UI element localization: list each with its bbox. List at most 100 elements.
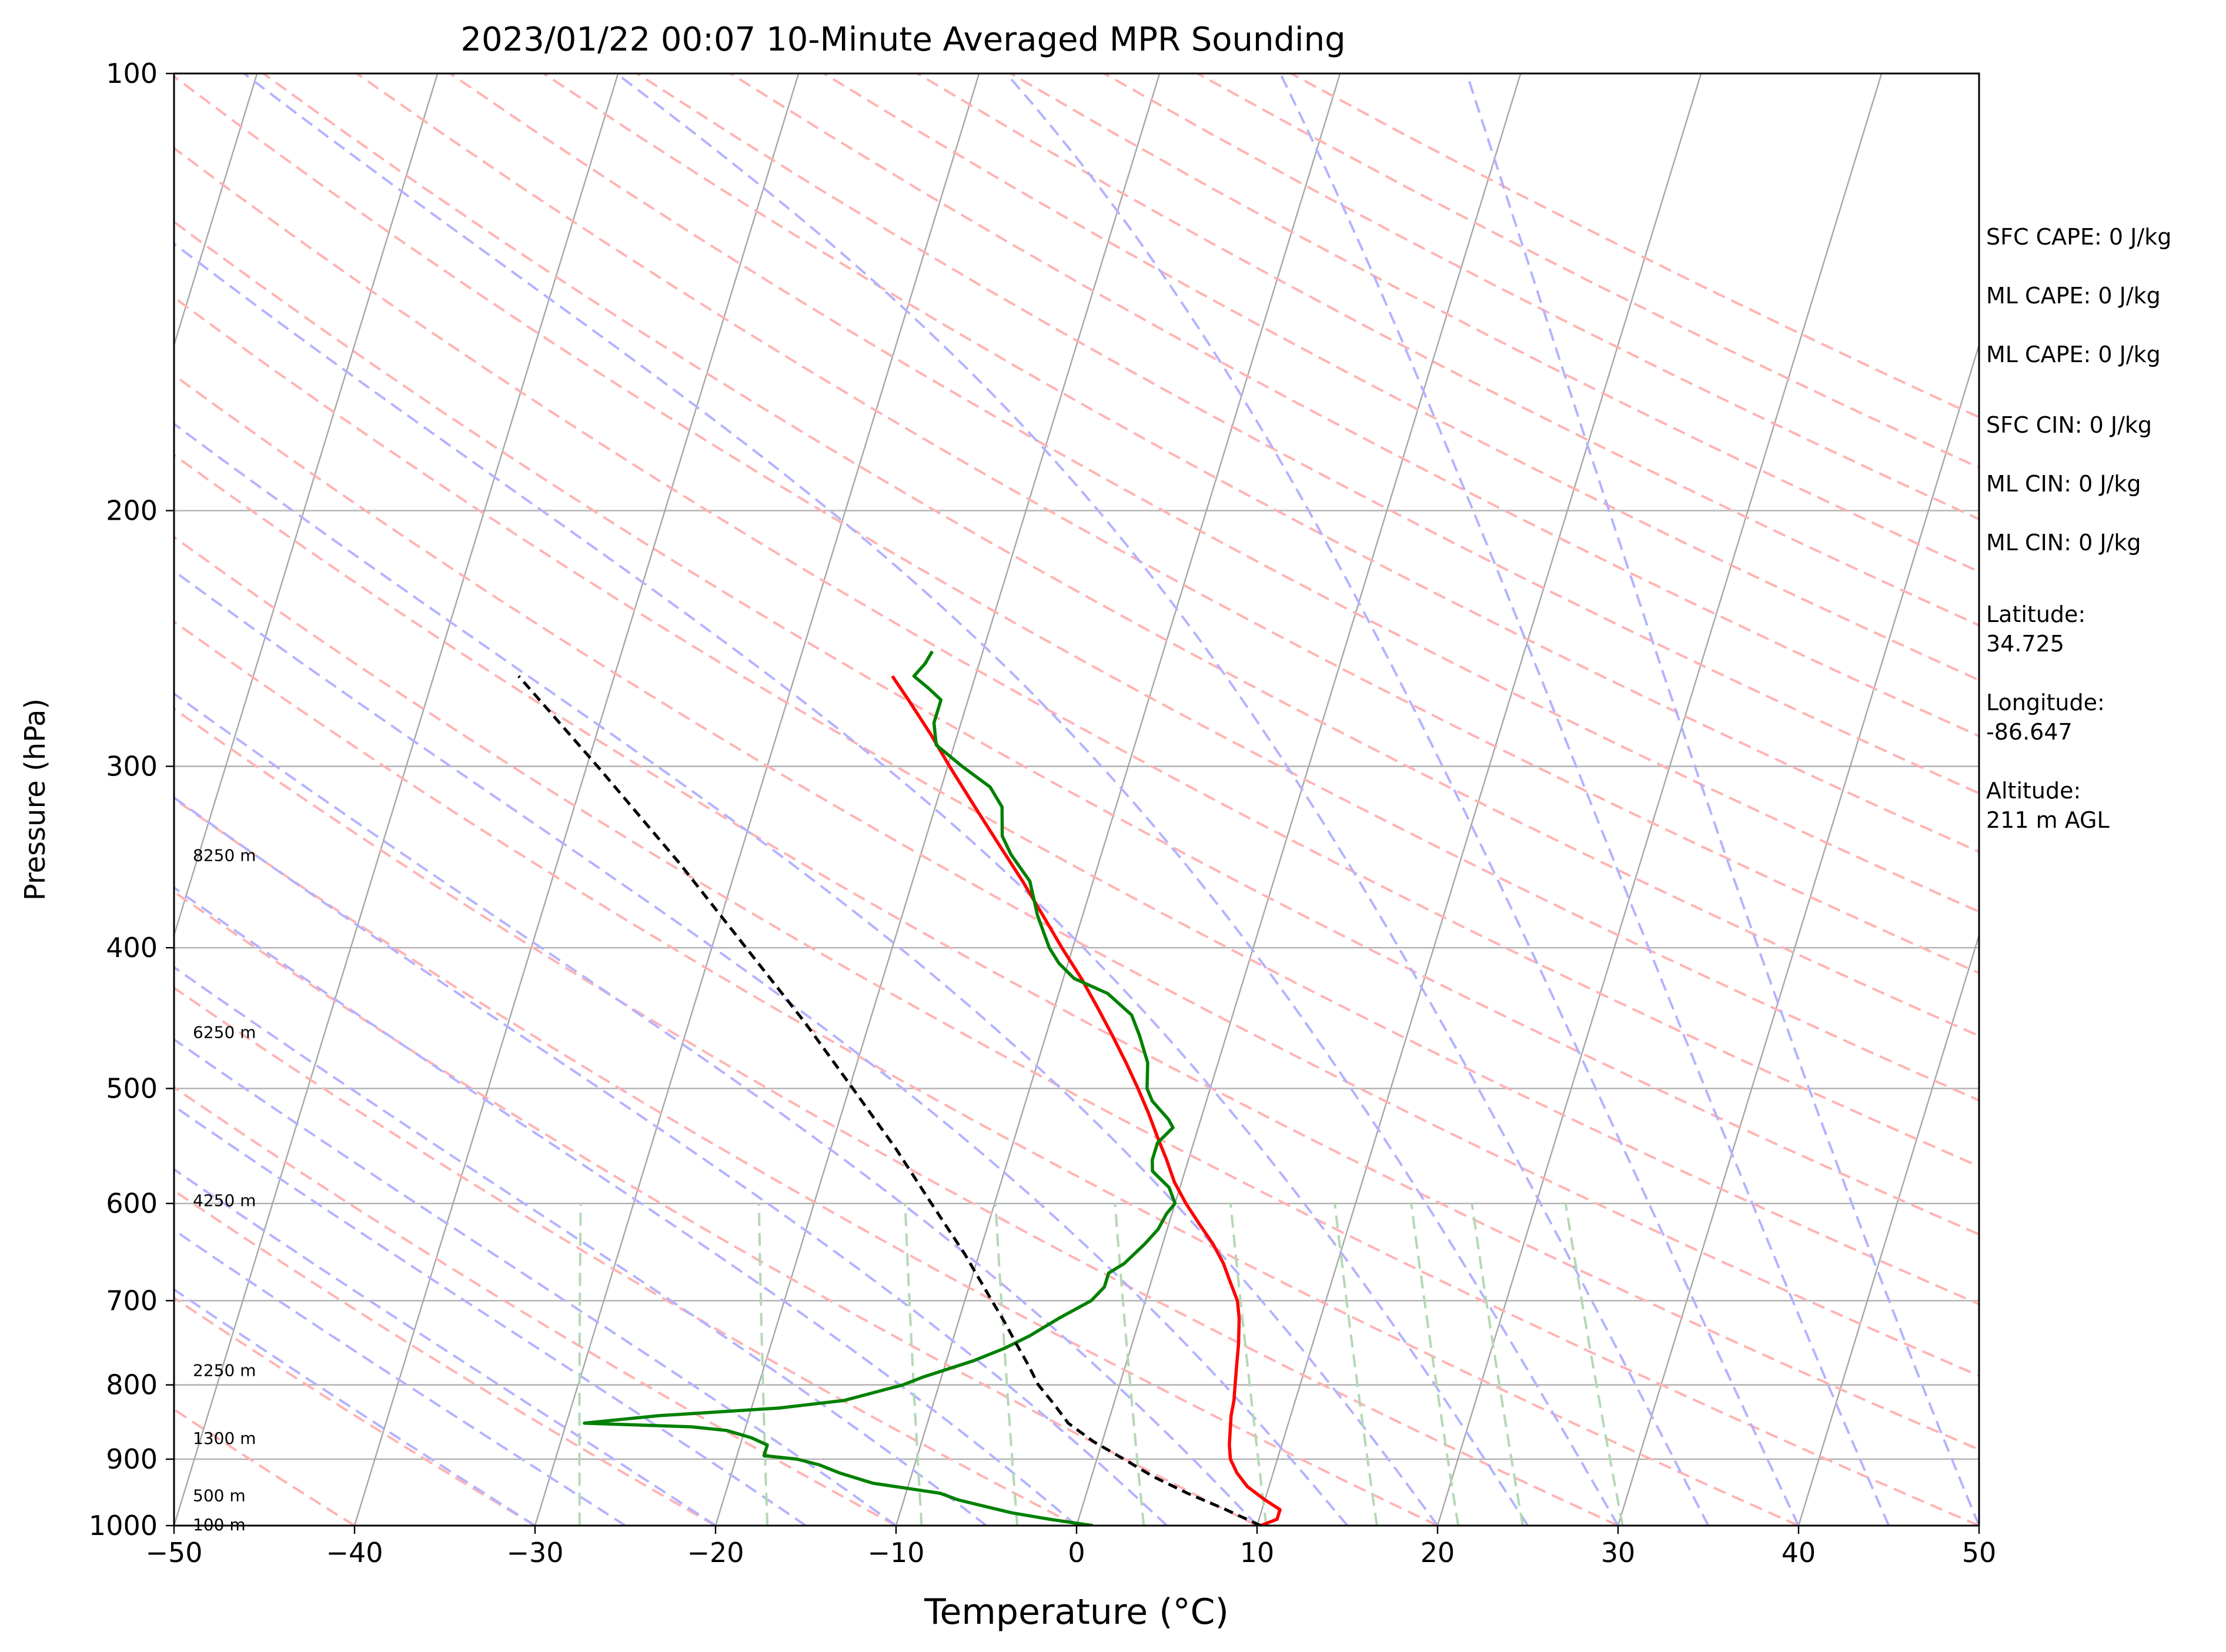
dry-adiabat-line bbox=[356, 73, 1979, 975]
isotherm-line bbox=[895, 73, 1341, 1526]
info-line: ML CAPE: 0 J/kg bbox=[1986, 283, 2161, 309]
info-panel: SFC CAPE: 0 J/kg ML CAPE: 0 J/kg ML CAPE: … bbox=[1986, 224, 2171, 833]
dry-adiabat-line bbox=[174, 707, 1619, 1526]
height-label: 6250 m bbox=[193, 1022, 256, 1042]
moist-adiabat-line bbox=[174, 692, 1258, 1526]
moist-adiabat-line bbox=[174, 965, 987, 1526]
isotherm-line bbox=[1075, 73, 1522, 1526]
isotherm-line bbox=[174, 73, 258, 347]
data-lines bbox=[517, 650, 1282, 1526]
info-line: 211 m AGL bbox=[1986, 807, 2110, 833]
moist-adiabat-line bbox=[174, 1105, 807, 1526]
moist-adiabat-line bbox=[174, 1168, 717, 1526]
y-tick-label: 400 bbox=[106, 932, 158, 964]
dry-adiabat-line bbox=[174, 986, 1077, 1526]
mixing-ratio-line bbox=[1114, 1203, 1145, 1526]
dry-adiabat-line bbox=[543, 73, 1979, 854]
height-labels: 100 m 500 m 1300 m 2250 m 4250 m 6250 m 8250 m bbox=[193, 846, 256, 1534]
info-line: ML CAPE: 0 J/kg bbox=[1986, 342, 2161, 367]
x-tick-label: −30 bbox=[506, 1537, 563, 1569]
height-label: 2250 m bbox=[193, 1361, 256, 1380]
chart-title: 2023/01/22 00:07 10-Minute Averaged MPR … bbox=[460, 21, 1345, 59]
y-tick-label: 600 bbox=[106, 1188, 158, 1219]
moist-adiabat-line bbox=[1279, 73, 1890, 1526]
x-tick-label: 30 bbox=[1601, 1537, 1636, 1569]
info-line: Altitude: bbox=[1986, 778, 2081, 804]
isotherm-line bbox=[174, 73, 619, 1526]
height-label: 4250 m bbox=[193, 1190, 256, 1210]
x-tick-label: −50 bbox=[145, 1537, 202, 1569]
moist-adiabat-line bbox=[1005, 73, 1800, 1526]
height-label: 1300 m bbox=[193, 1429, 256, 1448]
x-tick-label: 50 bbox=[1962, 1537, 1997, 1569]
y-tick-label: 100 bbox=[106, 58, 158, 89]
info-line: Latitude: bbox=[1986, 601, 2085, 627]
x-tick-label: 40 bbox=[1782, 1537, 1816, 1569]
dry-adiabat-line bbox=[174, 890, 1258, 1526]
dry-adiabat-line bbox=[174, 536, 1979, 1526]
moist-adiabat-line bbox=[174, 242, 1529, 1526]
x-tick-label: −20 bbox=[687, 1537, 744, 1569]
info-line: 34.725 bbox=[1986, 631, 2064, 657]
moist-adiabat-line bbox=[174, 796, 1168, 1526]
y-tick-label: 900 bbox=[106, 1443, 158, 1475]
isotherm-line bbox=[1617, 342, 1979, 1526]
mixing-ratio-line bbox=[1564, 1203, 1624, 1526]
x-tick-label: −10 bbox=[867, 1537, 924, 1569]
y-tick-label: 300 bbox=[106, 750, 158, 782]
dry-adiabat-line bbox=[174, 75, 1979, 1102]
moist-adiabat-line bbox=[1465, 73, 1979, 1526]
x-tick-label: 0 bbox=[1068, 1537, 1085, 1569]
moist-adiabat-line bbox=[174, 1288, 536, 1526]
info-line: SFC CIN: 0 J/kg bbox=[1986, 412, 2152, 438]
y-tick-label: 700 bbox=[106, 1285, 158, 1316]
isotherm-line bbox=[714, 73, 1161, 1526]
height-label: 500 m bbox=[193, 1486, 246, 1506]
isotherm-line bbox=[1436, 73, 1883, 1526]
isotherm-line bbox=[1797, 932, 1979, 1526]
isotherm-line bbox=[534, 73, 980, 1526]
mixing-ratio-line bbox=[1333, 1203, 1378, 1526]
dry-adiabat-line bbox=[174, 453, 1979, 1451]
dry-adiabat-line bbox=[174, 220, 1979, 1236]
dry-adiabat-line bbox=[174, 1086, 897, 1526]
dry-adiabat-line bbox=[174, 373, 1979, 1377]
dry-adiabat-line bbox=[730, 73, 1979, 738]
y-tick-label: 500 bbox=[106, 1072, 158, 1104]
mixing-ratio-line bbox=[1229, 1203, 1268, 1526]
moist-adiabat-line bbox=[243, 73, 1619, 1526]
mixing-ratio-line bbox=[578, 1203, 582, 1526]
mixing-ratio-line bbox=[904, 1203, 923, 1526]
mixing-ratio-line bbox=[1410, 1203, 1460, 1526]
background-lines bbox=[174, 73, 1979, 1526]
y-axis-label: Pressure (hPa) bbox=[19, 698, 52, 901]
parcel-path-line bbox=[517, 675, 1262, 1526]
y-tick-label: 200 bbox=[106, 495, 158, 527]
moist-adiabat-line bbox=[174, 422, 1439, 1526]
info-line: ML CIN: 0 J/kg bbox=[1986, 471, 2141, 497]
x-axis-label: Temperature (°C) bbox=[924, 1591, 1229, 1633]
dry-adiabat-line bbox=[823, 73, 1979, 681]
temperature-line bbox=[891, 675, 1282, 1526]
moist-adiabat-line bbox=[616, 73, 1710, 1526]
moist-adiabat-line bbox=[174, 1228, 626, 1526]
info-line: SFC CAPE: 0 J/kg bbox=[1986, 224, 2171, 250]
mixing-ratio-line bbox=[757, 1203, 769, 1526]
mixing-ratio-line bbox=[994, 1203, 1019, 1526]
dry-adiabat-line bbox=[174, 296, 1979, 1306]
moist-adiabat-line bbox=[174, 569, 1349, 1526]
info-line: ML CIN: 0 J/kg bbox=[1986, 530, 2141, 556]
moist-adiabat-line bbox=[174, 886, 1078, 1526]
dry-adiabat-line bbox=[174, 146, 1979, 1168]
height-label: 100 m bbox=[193, 1515, 246, 1534]
info-line: -86.647 bbox=[1986, 719, 2073, 745]
mixing-ratio-line bbox=[1470, 1203, 1524, 1526]
dry-adiabat-line bbox=[174, 1189, 716, 1526]
dry-adiabat-line bbox=[174, 1407, 356, 1526]
dry-adiabat-line bbox=[174, 620, 1799, 1526]
info-line: Longitude: bbox=[1986, 690, 2105, 715]
x-tick-label: 20 bbox=[1421, 1537, 1455, 1569]
dry-adiabat-line bbox=[174, 797, 1438, 1526]
